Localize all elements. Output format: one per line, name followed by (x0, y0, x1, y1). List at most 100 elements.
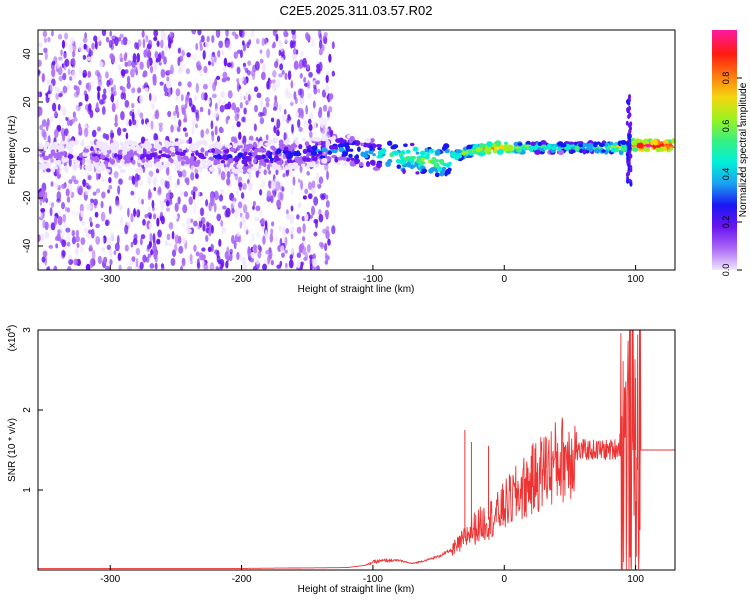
noise-point (211, 132, 215, 142)
signal-point (434, 159, 441, 163)
signal-point (438, 159, 445, 165)
signal-point (249, 163, 254, 168)
signal-point (337, 143, 345, 149)
noise-point (298, 244, 304, 254)
noise-point (181, 169, 187, 178)
noise-point (108, 39, 113, 49)
signal-point (197, 141, 203, 145)
signal-point (331, 149, 338, 154)
noise-point (178, 245, 184, 254)
noise-point (62, 85, 68, 94)
signal-point (247, 140, 253, 146)
noise-point (236, 251, 240, 261)
signal-point (68, 144, 72, 149)
noise-point (67, 83, 71, 91)
noise-point (269, 79, 273, 85)
colorbar-tick-label: 0.8 (721, 72, 731, 85)
noise-point (270, 260, 274, 266)
noise-point (278, 39, 283, 47)
signal-point (434, 172, 440, 178)
noise-point (207, 108, 211, 116)
noise-point (116, 234, 120, 245)
noise-point (97, 255, 102, 265)
noise-point (324, 128, 329, 133)
noise-point (144, 226, 148, 235)
signal-point (102, 150, 108, 156)
signal-point (614, 147, 620, 153)
noise-point (222, 71, 228, 79)
noise-point (275, 168, 279, 176)
noise-point (38, 234, 41, 242)
noise-point (302, 195, 307, 200)
noise-point (153, 186, 157, 192)
y-tick-label: 20 (22, 96, 33, 108)
noise-point (326, 110, 330, 119)
signal-point (292, 144, 298, 148)
y-tick-label: 0 (22, 147, 33, 153)
noise-point (51, 67, 56, 78)
noise-point (215, 30, 221, 38)
noise-point (300, 180, 303, 190)
signal-point (44, 141, 50, 146)
signal-point (38, 165, 41, 172)
noise-point (163, 56, 167, 65)
noise-point (278, 225, 282, 232)
noise-point (114, 122, 118, 127)
noise-point (75, 247, 79, 256)
noise-point (192, 191, 196, 200)
noise-point (247, 247, 252, 257)
noise-point (146, 43, 152, 50)
noise-point (218, 238, 222, 247)
signal-point (67, 154, 74, 160)
noise-point (233, 240, 237, 250)
noise-point (212, 55, 217, 63)
x-tick-label: -200 (232, 574, 252, 585)
signal-point (342, 156, 347, 161)
noise-point (159, 81, 164, 86)
noise-point (231, 208, 235, 214)
noise-point (291, 30, 296, 35)
noise-point (118, 204, 123, 211)
signal-point (253, 143, 258, 148)
noise-point (94, 40, 98, 50)
signal-point (372, 153, 376, 157)
noise-point (71, 70, 76, 81)
noise-point (102, 132, 107, 139)
noise-point (47, 93, 51, 99)
noise-point (168, 221, 174, 230)
noise-point (287, 114, 291, 119)
noise-point (254, 104, 258, 113)
signal-point (626, 141, 630, 147)
noise-point (170, 124, 174, 133)
signal-point (301, 137, 306, 142)
noise-point (154, 255, 158, 263)
noise-point (296, 226, 302, 234)
signal-point (468, 152, 474, 156)
colorbar-ticks: 0.0 0.2 0.4 0.6 0.8 (721, 72, 742, 276)
noise-point (54, 183, 59, 189)
signal-point (314, 164, 320, 168)
signal-point (233, 143, 238, 148)
noise-point (67, 133, 71, 142)
noise-point (92, 191, 97, 196)
signal-point (311, 154, 316, 161)
noise-point (198, 252, 204, 261)
signal-point (416, 157, 422, 164)
noise-point (207, 98, 211, 105)
signal-point (91, 153, 99, 157)
noise-point (109, 258, 113, 266)
noise-point (239, 221, 243, 229)
noise-point (81, 220, 86, 226)
noise-point (57, 33, 63, 40)
noise-point (318, 106, 323, 115)
snr-frame (37, 329, 676, 571)
noise-point (65, 227, 71, 233)
signal-point (447, 167, 452, 172)
noise-point (55, 236, 59, 241)
noise-point (186, 52, 191, 58)
noise-point (324, 163, 329, 171)
noise-point (231, 197, 237, 203)
signal-point (53, 152, 58, 159)
noise-point (41, 129, 46, 138)
noise-point (64, 32, 69, 40)
